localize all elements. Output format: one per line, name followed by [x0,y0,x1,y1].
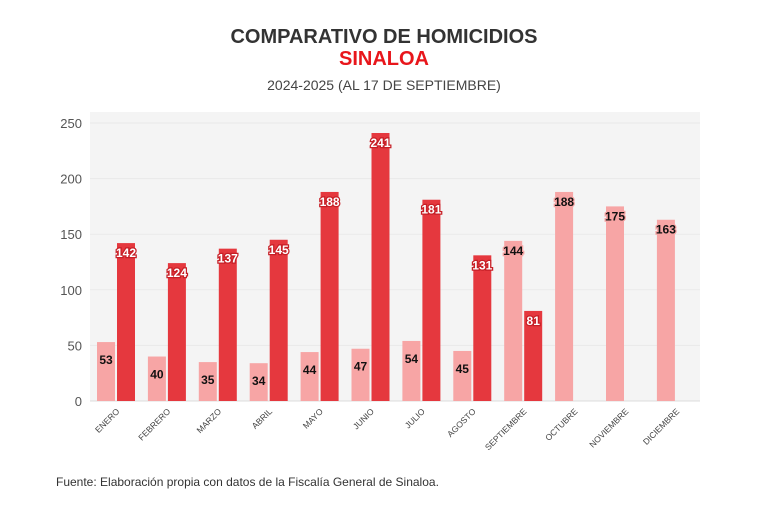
data-label: 34 [252,374,266,388]
data-label: 163 [656,223,676,237]
data-label: 35 [201,373,215,387]
data-label: 241 [370,136,390,150]
y-tick-label: 250 [60,116,82,131]
data-label: 188 [320,195,340,209]
bar [198,362,217,401]
bar [218,248,237,401]
x-tick-label: SEPTIEMBRE [483,406,529,452]
bar [453,350,472,401]
bar [269,239,288,401]
x-tick-label: MARZO [194,406,223,435]
bar [320,191,339,401]
y-tick-label: 100 [60,283,82,298]
data-label: 144 [503,244,523,258]
bar [422,199,441,401]
data-label: 40 [150,368,164,382]
data-label: 188 [554,195,574,209]
bar [371,133,390,401]
chart-subtitle: 2024-2025 (AL 17 DE SEPTIEMBRE) [267,77,501,93]
y-tick-label: 150 [60,227,82,242]
bar [147,356,166,401]
data-label: 131 [472,258,492,272]
data-label: 44 [303,363,317,377]
x-tick-label: FEBRERO [136,406,172,442]
data-label: 145 [269,243,289,257]
bar [555,191,574,401]
bar [300,352,319,401]
x-tick-label: ABRIL [250,406,275,431]
x-tick-label: AGOSTO [445,406,478,439]
bar [473,255,492,401]
data-label: 45 [456,362,470,376]
x-tick-label: JUNIO [351,406,376,431]
data-label: 53 [99,353,113,367]
data-label: 181 [421,203,441,217]
chart-title: COMPARATIVO DE HOMICIDIOS [230,26,538,48]
bar [351,348,370,401]
source-note: Fuente: Elaboración propia con datos de … [56,475,439,489]
x-tick-label: NOVIEMBRE [587,406,630,449]
data-label: 142 [116,246,136,260]
x-tick-label: OCTUBRE [543,406,580,443]
bar [524,310,543,401]
bar [117,243,135,401]
y-tick-label: 0 [75,394,82,409]
data-label: 54 [405,352,419,366]
x-tick-label: ENERO [93,406,122,435]
x-tick-label: MAYO [301,406,326,431]
bar [504,240,523,401]
bar [97,342,115,401]
bar [656,219,675,401]
chart-region: SINALOA [339,48,429,70]
data-label: 124 [167,266,187,280]
x-tick-label: JULIO [403,406,427,430]
plot-area [90,112,700,401]
bar [606,206,624,401]
bar [249,363,268,401]
y-tick-label: 200 [60,172,82,187]
y-tick-label: 50 [68,338,82,353]
bar [167,263,186,401]
bar [402,340,421,401]
data-label: 47 [354,360,368,374]
data-label: 137 [218,252,238,266]
data-label: 81 [527,314,541,328]
data-label: 175 [605,209,625,223]
x-tick-label: DICIEMBRE [641,406,682,447]
